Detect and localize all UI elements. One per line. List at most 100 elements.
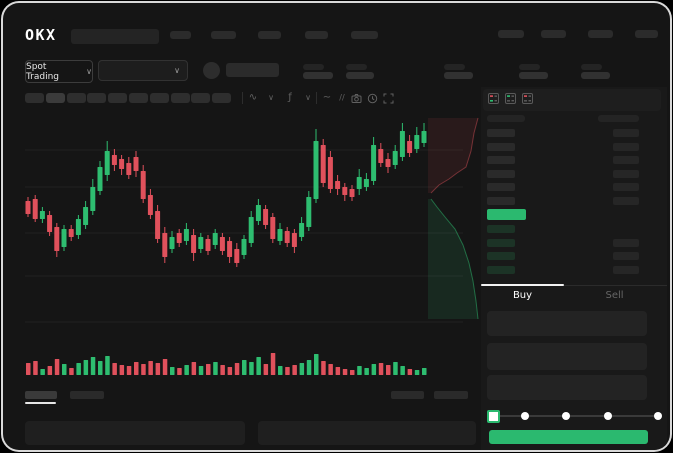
- timeframe-pill-4[interactable]: [87, 93, 107, 103]
- stat-label-2: [346, 64, 367, 70]
- history-clock-icon[interactable]: [367, 93, 378, 104]
- ask-amount-placeholder: [613, 196, 639, 205]
- ask-amount-placeholder: [613, 142, 639, 151]
- tab-buy[interactable]: Buy: [512, 290, 533, 301]
- book-view-all-icon[interactable]: [488, 93, 499, 104]
- orderbook-toolbar: [483, 89, 661, 111]
- timeframe-pill-2[interactable]: [45, 93, 65, 103]
- chevron-down-icon: ∨: [174, 65, 180, 75]
- ask-row[interactable]: [481, 169, 667, 178]
- depth-asks: [428, 118, 478, 193]
- stat-label-5: [581, 64, 602, 70]
- last-price-bar[interactable]: [487, 209, 526, 220]
- ask-row[interactable]: [481, 196, 667, 205]
- book-view-bids-icon[interactable]: [505, 93, 516, 104]
- timeframe-pill-1[interactable]: [25, 93, 44, 103]
- okx-logo[interactable]: OKX: [25, 26, 57, 44]
- tab-sell[interactable]: Sell: [605, 290, 624, 301]
- book-col-price-header: [487, 115, 525, 122]
- bid-row[interactable]: [481, 252, 667, 260]
- nav-item-5[interactable]: [351, 31, 378, 39]
- line-overlay-icon[interactable]: ∼: [322, 92, 332, 103]
- bottom-action-2[interactable]: [434, 391, 468, 399]
- nav-item-3[interactable]: [258, 31, 281, 39]
- bottom-tab-2[interactable]: [70, 391, 104, 399]
- ask-price-placeholder: [487, 156, 515, 164]
- bid-price-placeholder: [487, 265, 515, 274]
- slider-stop[interactable]: [603, 412, 612, 420]
- book-view-asks-icon[interactable]: [522, 93, 533, 104]
- buy-submit-button[interactable]: [489, 430, 648, 444]
- bid-amount-placeholder: [613, 238, 639, 247]
- compare-icon[interactable]: //: [339, 93, 345, 102]
- ask-price-placeholder: [487, 196, 515, 205]
- orderbook-trade-panel: Buy Sell: [481, 87, 667, 450]
- slider-stop[interactable]: [521, 412, 530, 420]
- slider-stop[interactable]: [561, 412, 570, 420]
- timeframe-pill-6[interactable]: [129, 93, 148, 103]
- depth-bids: [428, 199, 478, 319]
- amount-slider-track[interactable]: [490, 415, 658, 417]
- header-action-2[interactable]: [541, 30, 566, 38]
- fullscreen-icon[interactable]: [383, 93, 394, 104]
- slider-stop[interactable]: [654, 412, 662, 420]
- app-window: OKX Spot Trading ∨ ∨ ∿ ∨ ƒ ∨ ∼ //: [3, 3, 670, 450]
- bid-amount-placeholder: [613, 252, 639, 260]
- amount-slider-handle[interactable]: [487, 410, 500, 423]
- bid-row[interactable]: [481, 238, 667, 247]
- stat-label-3: [444, 64, 465, 70]
- timeframe-pill-9[interactable]: [191, 93, 211, 103]
- bid-row[interactable]: [481, 265, 667, 274]
- header-action-4[interactable]: [635, 30, 658, 38]
- nav-item-2[interactable]: [211, 31, 236, 39]
- chart-type-icon[interactable]: ∿: [248, 92, 258, 103]
- buy-tab-indicator: [481, 284, 564, 286]
- search-input[interactable]: [71, 29, 159, 44]
- bottom-action-1[interactable]: [391, 391, 424, 399]
- stat-value-2: [346, 72, 374, 79]
- stat-value-4: [519, 72, 548, 79]
- ask-price-placeholder: [487, 169, 515, 178]
- nav-item-1[interactable]: [170, 31, 191, 39]
- price-input[interactable]: [487, 311, 647, 336]
- pair-select[interactable]: ∨: [98, 60, 188, 81]
- ask-row[interactable]: [481, 183, 667, 191]
- screenshot-icon[interactable]: [351, 93, 362, 104]
- header-action-3[interactable]: [588, 30, 613, 38]
- candlestick-chart[interactable]: [23, 111, 485, 343]
- bid-price-placeholder: [487, 225, 515, 233]
- stat-value-5: [581, 72, 610, 79]
- stat-value-3: [444, 72, 473, 79]
- toolbar-divider: [316, 92, 317, 104]
- timeframe-pill-10[interactable]: [212, 93, 232, 103]
- stat-label-4: [519, 64, 540, 70]
- ask-amount-placeholder: [613, 169, 639, 178]
- spot-trading-dropdown[interactable]: Spot Trading ∨: [25, 60, 93, 83]
- coin-icon: [203, 62, 220, 79]
- ask-row[interactable]: [481, 156, 667, 164]
- amount-input[interactable]: [487, 343, 647, 370]
- timeframe-pill-7[interactable]: [149, 93, 169, 103]
- tabs-divider: [481, 285, 667, 286]
- bid-price-placeholder: [487, 252, 515, 260]
- ask-price-placeholder: [487, 129, 515, 137]
- header-action-1[interactable]: [498, 30, 524, 38]
- total-input[interactable]: [487, 375, 647, 400]
- bid-row[interactable]: [481, 225, 667, 233]
- book-col-amount-header: [598, 115, 639, 122]
- ask-amount-placeholder: [613, 129, 639, 137]
- chevron-down-icon[interactable]: ∨: [268, 93, 274, 102]
- volume-chart[interactable]: [23, 339, 435, 377]
- timeframe-pill-8[interactable]: [170, 93, 190, 103]
- ask-amount-placeholder: [613, 183, 639, 191]
- nav-item-4[interactable]: [305, 31, 328, 39]
- ask-amount-placeholder: [613, 156, 639, 164]
- ask-row[interactable]: [481, 142, 667, 151]
- chevron-down-icon[interactable]: ∨: [305, 93, 311, 102]
- ask-row[interactable]: [481, 129, 667, 137]
- indicators-icon[interactable]: ƒ: [288, 92, 292, 103]
- history-panel-placeholder: [258, 421, 476, 445]
- timeframe-pill-3[interactable]: [66, 93, 86, 103]
- timeframe-pill-5[interactable]: [108, 93, 128, 103]
- bottom-tab-active[interactable]: [25, 391, 57, 399]
